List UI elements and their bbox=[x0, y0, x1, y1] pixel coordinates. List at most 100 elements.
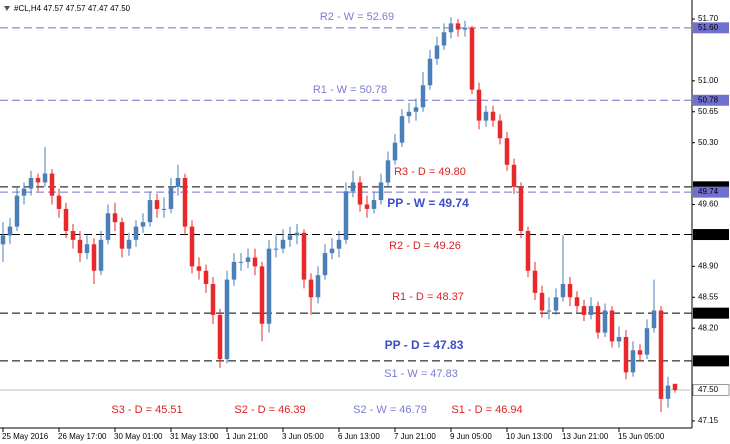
candle-body bbox=[154, 200, 160, 209]
level-label: 47.50 bbox=[698, 385, 719, 394]
candle-body bbox=[574, 297, 580, 307]
candle-body bbox=[560, 284, 566, 298]
y-tick-label: 50.65 bbox=[698, 107, 719, 116]
candle-body bbox=[630, 350, 636, 373]
candle-body bbox=[98, 239, 104, 271]
annotation: R3 - D = 49.80 bbox=[394, 166, 466, 178]
annotation: S1 - W = 47.83 bbox=[384, 368, 458, 380]
candle-body bbox=[616, 337, 622, 342]
candle-body bbox=[546, 310, 552, 312]
candle-body bbox=[217, 314, 223, 360]
candle-body bbox=[588, 306, 594, 315]
candle-body bbox=[371, 200, 377, 209]
candle-body bbox=[224, 279, 230, 360]
x-tick-label: 13 Jun 21:00 bbox=[562, 432, 609, 441]
level-box bbox=[693, 22, 729, 34]
candle-body bbox=[49, 173, 55, 196]
candle-body bbox=[602, 310, 608, 333]
y-tick-label: 48.20 bbox=[698, 323, 719, 332]
candle-body bbox=[399, 116, 405, 143]
candle-body bbox=[245, 257, 251, 262]
level-box bbox=[693, 94, 729, 106]
x-tick-label: 1 Jun 21:00 bbox=[226, 432, 268, 441]
candle-body bbox=[609, 310, 615, 342]
candle-body bbox=[329, 248, 335, 254]
candle-body bbox=[308, 279, 314, 298]
x-tick-label: 15 Jun 05:00 bbox=[618, 432, 665, 441]
candle-body bbox=[343, 191, 349, 240]
candle-body bbox=[392, 142, 398, 161]
y-tick-label: 49.60 bbox=[698, 200, 719, 209]
x-tick-label: 7 Jun 21:00 bbox=[394, 432, 436, 441]
candle-body bbox=[21, 188, 27, 196]
annotation: S2 - W = 46.79 bbox=[353, 404, 427, 416]
candle-body bbox=[105, 213, 111, 240]
candle-body bbox=[448, 23, 454, 33]
candle-body bbox=[175, 178, 181, 187]
level-label: 47.83 bbox=[698, 356, 719, 365]
annotation: S1 - D = 46.94 bbox=[451, 404, 522, 416]
candle-body bbox=[385, 160, 391, 183]
candle-body bbox=[336, 239, 342, 249]
candle-body bbox=[259, 266, 265, 324]
candle-body bbox=[56, 195, 62, 209]
candle-body bbox=[210, 284, 216, 315]
candle-body bbox=[35, 178, 41, 183]
x-tick-label: 10 Jun 13:00 bbox=[506, 432, 553, 441]
candle-body bbox=[42, 173, 48, 183]
candle-body bbox=[420, 85, 426, 108]
candle-body bbox=[504, 138, 510, 165]
candle-body bbox=[427, 58, 433, 86]
candle-body bbox=[441, 32, 447, 46]
candle-body bbox=[7, 226, 13, 236]
x-tick-label: 26 May 17:00 bbox=[58, 432, 107, 441]
candle-body bbox=[483, 111, 489, 121]
candle-body bbox=[252, 257, 258, 267]
candle-body bbox=[644, 328, 650, 355]
candle-body bbox=[77, 239, 83, 254]
candle-body bbox=[532, 270, 538, 293]
x-tick-label: 9 Jun 05:00 bbox=[450, 432, 492, 441]
y-tick-label: 50.30 bbox=[698, 138, 719, 147]
annotation: R2 - W = 52.69 bbox=[320, 11, 394, 23]
x-tick-label: 6 Jun 13:00 bbox=[338, 432, 380, 441]
candle-body bbox=[294, 232, 300, 236]
level-label: 48.37 bbox=[698, 308, 719, 317]
y-tick-label: 48.55 bbox=[698, 292, 719, 301]
candle-body bbox=[378, 182, 384, 201]
candle-body bbox=[182, 178, 188, 227]
candle-body bbox=[63, 208, 69, 232]
menu-icon bbox=[4, 6, 10, 11]
candle-body bbox=[406, 111, 412, 117]
candle-body bbox=[672, 383, 678, 391]
candle-body bbox=[497, 120, 503, 139]
candle-body bbox=[168, 186, 174, 209]
annotation: S3 - D = 45.51 bbox=[111, 404, 182, 416]
candle-body bbox=[469, 27, 475, 90]
candle-body bbox=[595, 306, 601, 333]
level-box bbox=[692, 384, 730, 397]
candle-body bbox=[350, 182, 356, 192]
candle-body bbox=[553, 297, 559, 311]
candle-body bbox=[511, 164, 517, 187]
level-box bbox=[693, 307, 729, 319]
annotation: PP - D = 47.83 bbox=[385, 338, 464, 352]
candle-body bbox=[567, 284, 573, 298]
level-label: 49.74 bbox=[698, 187, 719, 196]
candle-body bbox=[203, 270, 209, 285]
level-label: 49.80 bbox=[698, 182, 719, 191]
annotation: S2 - D = 46.39 bbox=[234, 404, 305, 416]
candle-body bbox=[581, 306, 587, 315]
level-label: 51.60 bbox=[698, 23, 719, 32]
candle-body bbox=[665, 385, 671, 399]
y-tick-label: 51.00 bbox=[698, 76, 719, 85]
candle-body bbox=[0, 235, 6, 245]
candle-body bbox=[476, 89, 482, 121]
level-label: 49.26 bbox=[698, 230, 719, 239]
candle-body bbox=[518, 186, 524, 232]
x-tick-label: 31 May 13:00 bbox=[170, 432, 219, 441]
candle-body bbox=[357, 182, 363, 205]
candle-body bbox=[301, 232, 307, 280]
candle-body bbox=[119, 222, 125, 249]
